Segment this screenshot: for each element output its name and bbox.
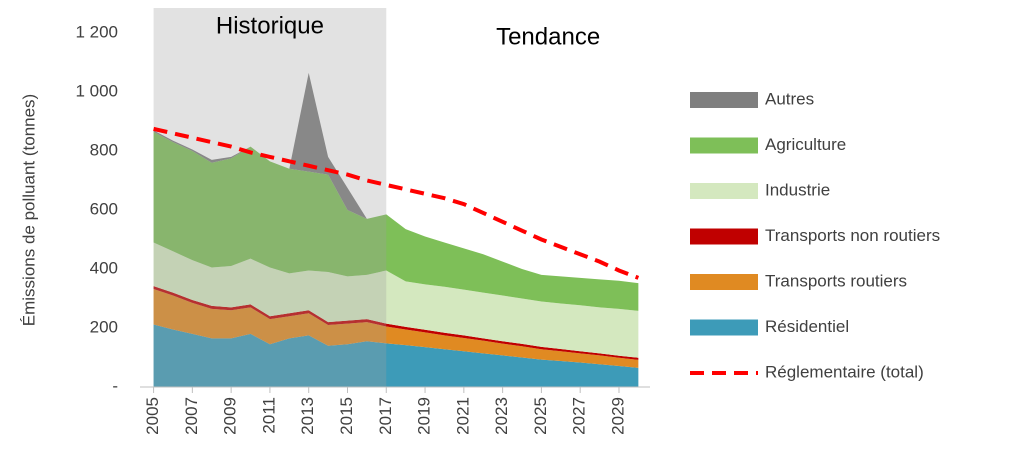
area bbox=[153, 286, 639, 360]
x-tick-label: 2011 bbox=[259, 397, 278, 434]
x-tick-label: 2015 bbox=[337, 397, 356, 435]
y-tick-label: 200 bbox=[90, 317, 118, 336]
area bbox=[153, 289, 639, 368]
x-tick-label: 2017 bbox=[376, 397, 395, 435]
y-tick-label: 800 bbox=[90, 140, 118, 159]
y-tick-label: - bbox=[112, 376, 118, 395]
y-tick-label: 1 000 bbox=[75, 81, 118, 100]
x-tick-label: 2027 bbox=[570, 397, 589, 435]
x-tick-label: 2009 bbox=[221, 397, 240, 435]
legend-swatch bbox=[690, 274, 758, 290]
trend-label: Tendance bbox=[496, 23, 600, 50]
x-tick-label: 2005 bbox=[143, 397, 162, 435]
y-tick-label: 400 bbox=[90, 258, 118, 277]
legend-label: Agriculture bbox=[765, 135, 846, 154]
x-tick-label: 2013 bbox=[298, 397, 317, 435]
historic-label: Historique bbox=[216, 12, 324, 39]
y-tick-label: 600 bbox=[90, 199, 118, 218]
area bbox=[153, 242, 639, 358]
legend-label: Transports non routiers bbox=[765, 226, 940, 245]
x-tick-label: 2023 bbox=[492, 397, 511, 435]
historic-shade bbox=[153, 8, 387, 387]
x-tick-label: 2025 bbox=[531, 397, 550, 435]
legend-swatch bbox=[690, 183, 758, 199]
x-tick-label: 2021 bbox=[453, 397, 472, 435]
legend-label: Autres bbox=[765, 89, 814, 108]
legend-swatch bbox=[690, 319, 758, 336]
x-tick-label: 2019 bbox=[415, 397, 434, 435]
area bbox=[153, 324, 639, 387]
legend-swatch bbox=[690, 228, 758, 245]
legend-label: Transports routiers bbox=[765, 271, 907, 290]
legend-label: Résidentiel bbox=[765, 317, 849, 336]
area bbox=[153, 131, 639, 311]
legend-swatch bbox=[690, 92, 758, 108]
y-tick-label: 1 200 bbox=[75, 22, 118, 41]
x-tick-label: 2029 bbox=[608, 397, 627, 435]
x-tick-label: 2007 bbox=[182, 397, 201, 435]
legend-label: Réglementaire (total) bbox=[765, 362, 924, 381]
y-axis-label: Émissions de polluant (tonnes) bbox=[19, 94, 38, 326]
legend-swatch bbox=[690, 137, 758, 154]
legend-label: Industrie bbox=[765, 180, 830, 199]
regulatory-line bbox=[153, 126, 640, 280]
